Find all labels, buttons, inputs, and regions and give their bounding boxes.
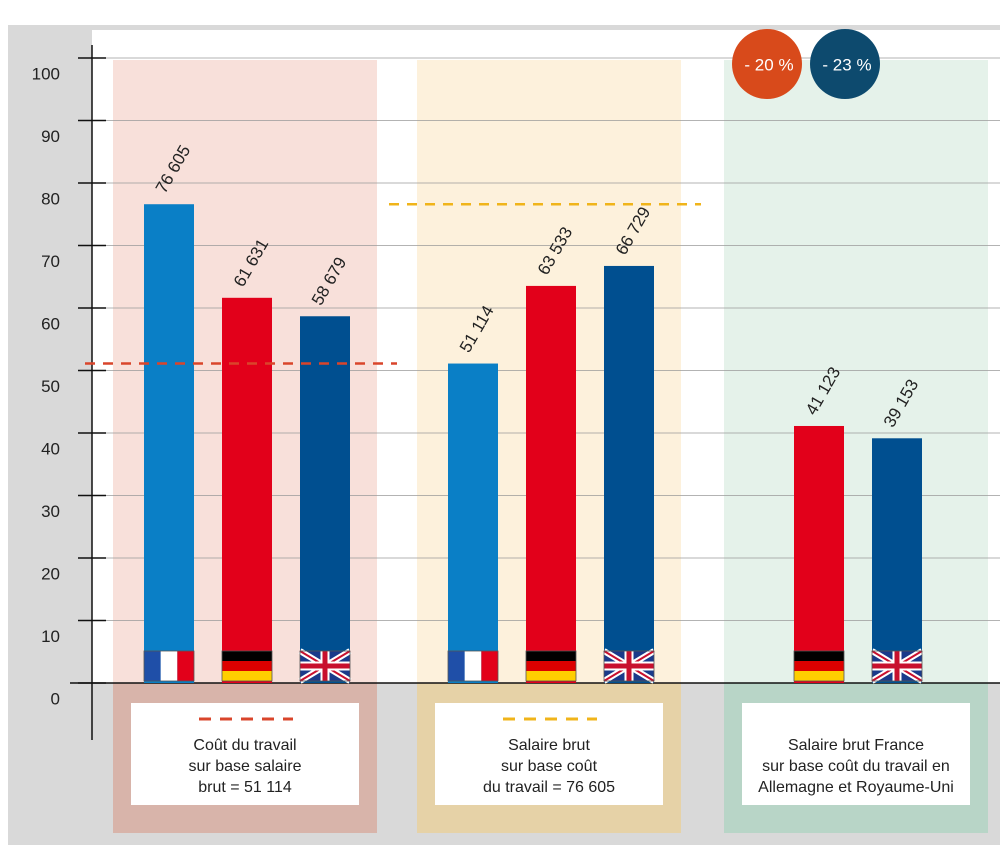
- caption-text: Salaire brut France: [788, 737, 924, 754]
- flag: [872, 651, 922, 681]
- flag: [604, 651, 654, 681]
- caption-text: Allemagne et Royaume-Uni: [758, 779, 954, 796]
- group-background: [724, 60, 988, 683]
- y-tick-label: 30: [41, 502, 60, 521]
- flag-border: [603, 650, 655, 682]
- flag: [526, 661, 576, 671]
- flag-border: [793, 650, 845, 682]
- flag-border: [143, 650, 195, 682]
- flag: [160, 651, 178, 681]
- flag: [222, 651, 272, 661]
- y-tick-label: 90: [41, 127, 60, 146]
- caption-text: Coût du travail: [193, 737, 296, 754]
- y-tick-label: 100: [32, 64, 60, 83]
- bar: [448, 363, 498, 683]
- flag-border: [299, 650, 351, 682]
- flag: [481, 651, 498, 681]
- y-tick-label: 10: [41, 627, 60, 646]
- caption-text: sur base coût: [501, 758, 598, 775]
- y-tick-label: 50: [41, 377, 60, 396]
- flag: [794, 671, 844, 681]
- bar: [794, 425, 844, 683]
- caption-box: [742, 703, 970, 805]
- caption-text: brut = 51 114: [198, 779, 292, 796]
- flag: [177, 651, 194, 681]
- caption-text: Salaire brut: [508, 737, 590, 754]
- flag-border: [525, 650, 577, 682]
- badge-text: - 20 %: [744, 55, 793, 74]
- flag: [794, 661, 844, 671]
- caption-text: du travail = 76 605: [483, 779, 615, 796]
- y-tick-label: 20: [41, 564, 60, 583]
- flag-border: [447, 650, 499, 682]
- y-tick-label: 40: [41, 439, 60, 458]
- flag-border: [871, 650, 923, 682]
- flag: [526, 671, 576, 681]
- flag: [464, 651, 482, 681]
- flag: [222, 671, 272, 681]
- flag: [222, 661, 272, 671]
- flag-border: [221, 650, 273, 682]
- flag: [526, 651, 576, 661]
- bar: [604, 265, 654, 683]
- y-tick-label: 60: [41, 314, 60, 333]
- caption-text: sur base coût du travail en: [762, 758, 950, 775]
- bar: [872, 438, 922, 683]
- flag: [300, 651, 350, 681]
- flag: [794, 651, 844, 661]
- y-tick-label: 0: [51, 689, 60, 708]
- bar: [222, 297, 272, 683]
- badge: [732, 29, 802, 99]
- y-tick-label: 70: [41, 252, 60, 271]
- badge: [810, 29, 880, 99]
- bar: [144, 204, 194, 683]
- bar: [300, 316, 350, 683]
- flag: [144, 651, 161, 681]
- badge-text: - 23 %: [822, 55, 871, 74]
- bar: [526, 285, 576, 683]
- flag: [448, 651, 465, 681]
- caption-text: sur base salaire: [189, 758, 302, 775]
- y-tick-label: 80: [41, 189, 60, 208]
